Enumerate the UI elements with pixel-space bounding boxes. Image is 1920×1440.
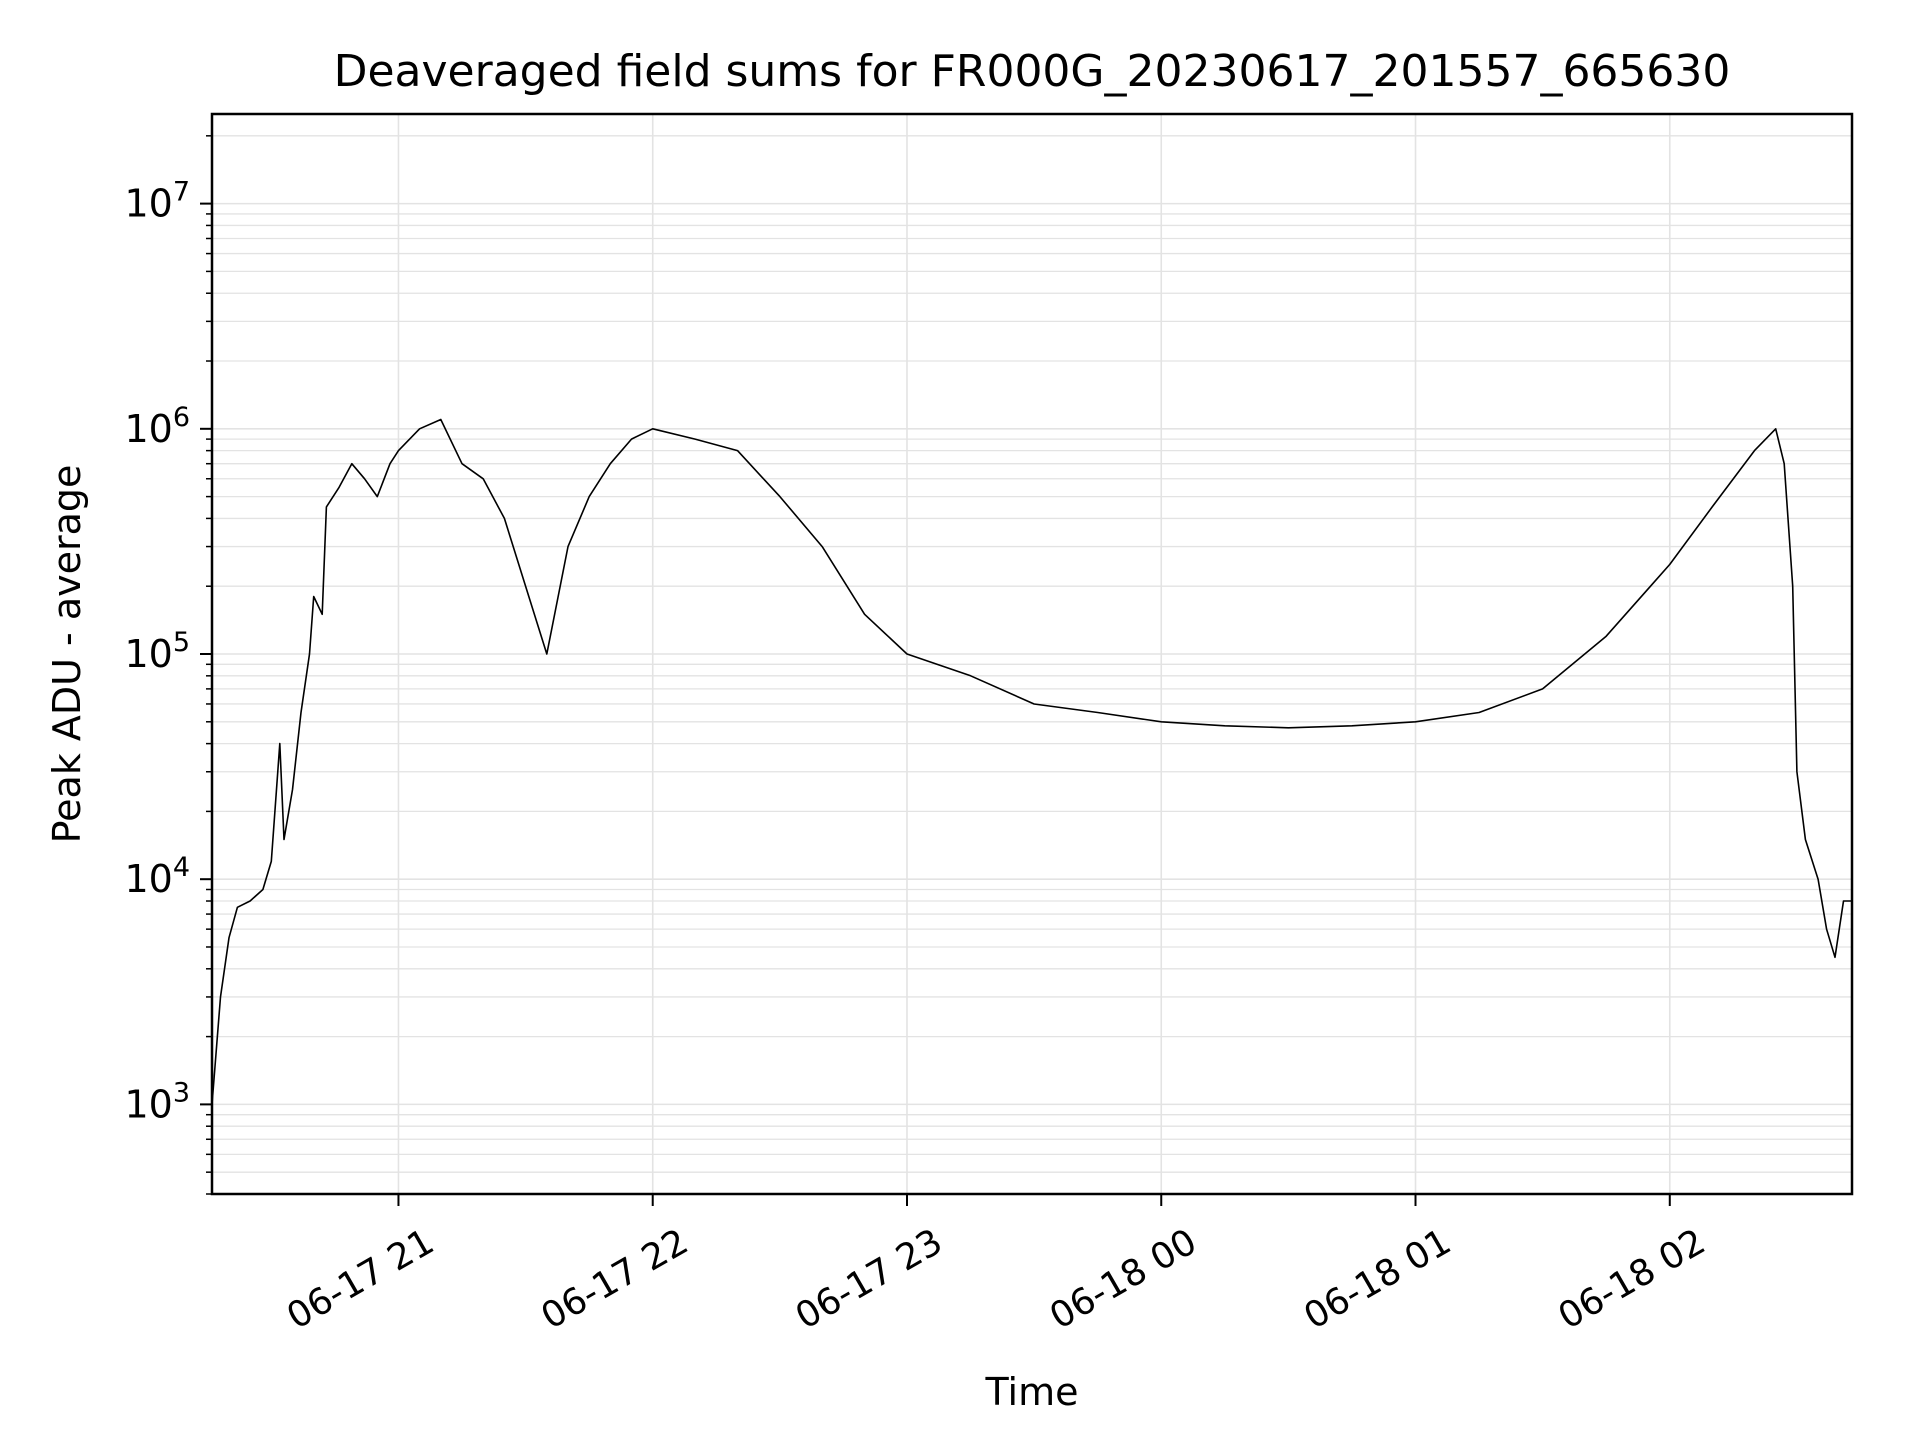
series-layer	[211, 418, 1852, 1105]
y-tick-exponent: 7	[173, 177, 190, 208]
y-tick-label: 106	[124, 402, 190, 451]
y-tick-exponent: 5	[173, 627, 190, 658]
y-tick-base: 10	[124, 182, 172, 226]
y-tick-base: 10	[124, 632, 172, 676]
y-tick-label: 105	[124, 627, 190, 676]
chart-title: Deaveraged field sums for FR000G_2023061…	[334, 46, 1731, 97]
series-line	[211, 418, 1852, 1105]
y-tick-base: 10	[124, 857, 172, 901]
y-tick-exponent: 4	[173, 852, 190, 883]
y-axis-label: Peak ADU - average	[45, 465, 89, 844]
y-tick-base: 10	[124, 1082, 172, 1126]
grid-lines	[212, 114, 1852, 1195]
y-tick-label: 104	[124, 852, 190, 901]
y-tick-exponent: 3	[173, 1077, 190, 1108]
y-tick-exponent: 6	[173, 402, 190, 433]
x-axis-label: Time	[985, 1370, 1079, 1414]
y-tick-base: 10	[124, 407, 172, 451]
y-tick-label: 103	[124, 1077, 190, 1126]
y-tick-label: 107	[124, 177, 190, 226]
